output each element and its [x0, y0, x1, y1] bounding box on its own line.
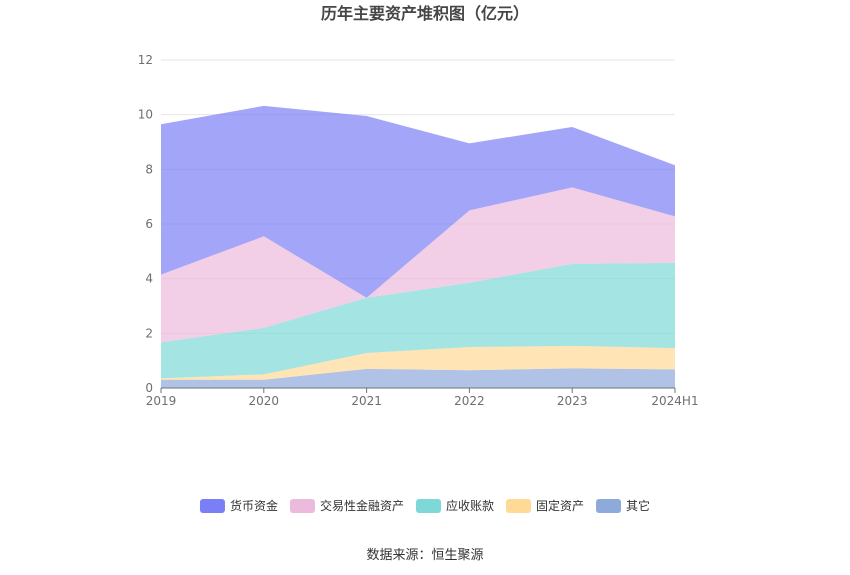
area-series-3: [161, 187, 675, 343]
legend-swatch: [289, 499, 315, 513]
y-tick-label: 6: [145, 217, 153, 231]
y-tick-label: 0: [145, 381, 153, 395]
area-series-1: [161, 345, 675, 380]
legend-swatch: [199, 499, 225, 513]
data-source-note: 数据来源：恒生聚源: [366, 548, 483, 563]
x-tick-label: 2023: [557, 394, 588, 408]
legend-swatch: [415, 499, 441, 513]
x-tick-label: 2019: [146, 394, 177, 408]
x-tick-label: 2021: [351, 394, 382, 408]
legend-swatch: [596, 499, 622, 513]
legend-item[interactable]: 其它: [596, 498, 650, 513]
legend-label: 应收账款: [446, 498, 494, 513]
y-tick-label: 2: [145, 326, 153, 340]
x-tick-label: 2022: [454, 394, 485, 408]
y-tick-label: 12: [138, 53, 153, 67]
legend: 货币资金 交易性金融资产 应收账款 固定资产 其它: [199, 498, 650, 513]
axes: 0 2 4 6 8 10 12 2019 2020 2021 2022 2023 2024H1: [138, 53, 699, 408]
legend-swatch: [506, 499, 532, 513]
legend-item[interactable]: 货币资金: [199, 498, 278, 513]
chart-title: 历年主要资产堆积图（亿元）: [321, 4, 529, 23]
legend-item[interactable]: 固定资产: [506, 498, 584, 513]
legend-label: 货币资金: [230, 498, 278, 513]
y-tick-label: 10: [138, 108, 153, 122]
area-series-2: [161, 262, 675, 379]
area-series-0: [161, 368, 675, 388]
x-tick-label: 2024H1: [651, 394, 698, 408]
x-tick-label: 2020: [249, 394, 280, 408]
legend-item[interactable]: 交易性金融资产: [289, 498, 404, 513]
area-series-4: [161, 105, 675, 298]
y-tick-label: 8: [145, 162, 153, 176]
legend-item[interactable]: 应收账款: [415, 498, 494, 513]
stacked-areas: [161, 105, 675, 388]
y-tick-label: 4: [145, 272, 153, 286]
legend-label: 其它: [626, 498, 650, 513]
legend-label: 交易性金融资产: [320, 498, 404, 513]
legend-label: 固定资产: [536, 498, 584, 513]
